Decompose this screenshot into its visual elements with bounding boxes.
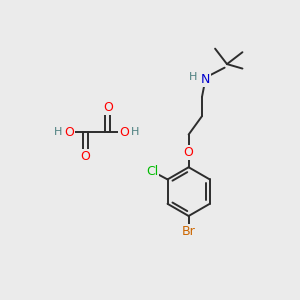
Text: O: O: [103, 101, 113, 114]
Text: N: N: [201, 73, 210, 86]
Text: O: O: [119, 126, 129, 139]
Text: H: H: [189, 72, 197, 82]
Text: O: O: [184, 146, 194, 160]
Text: Cl: Cl: [146, 165, 158, 178]
Text: Br: Br: [182, 225, 196, 238]
Text: H: H: [53, 127, 62, 137]
Text: O: O: [80, 150, 90, 163]
Text: O: O: [64, 126, 74, 139]
Text: H: H: [131, 127, 140, 137]
